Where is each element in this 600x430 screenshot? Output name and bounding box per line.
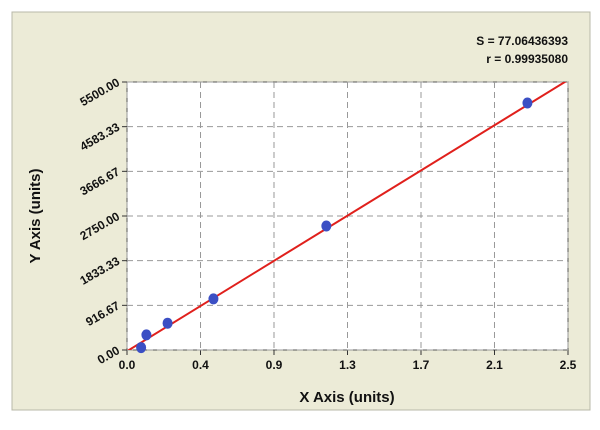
y-axis-label: Y Axis (units) (27, 168, 44, 263)
x-tick-label: 0.4 (192, 358, 209, 372)
annotation: r = 0.99935080 (486, 52, 568, 66)
x-tick-label: 2.5 (560, 358, 577, 372)
data-point (321, 220, 332, 232)
x-tick-label: 2.1 (486, 358, 503, 372)
x-tick-label: 1.7 (413, 358, 430, 372)
annotation: S = 77.06436393 (476, 34, 568, 48)
data-point (141, 329, 152, 341)
data-point (162, 317, 173, 329)
x-axis-label: X Axis (units) (299, 389, 394, 406)
fit-line (127, 82, 567, 350)
x-tick-label: 1.3 (339, 358, 356, 372)
x-tick-label: 0.0 (119, 358, 136, 372)
data-point (136, 342, 147, 354)
x-tick-label: 0.9 (266, 358, 283, 372)
data-point (522, 97, 533, 109)
data-point (208, 293, 219, 305)
